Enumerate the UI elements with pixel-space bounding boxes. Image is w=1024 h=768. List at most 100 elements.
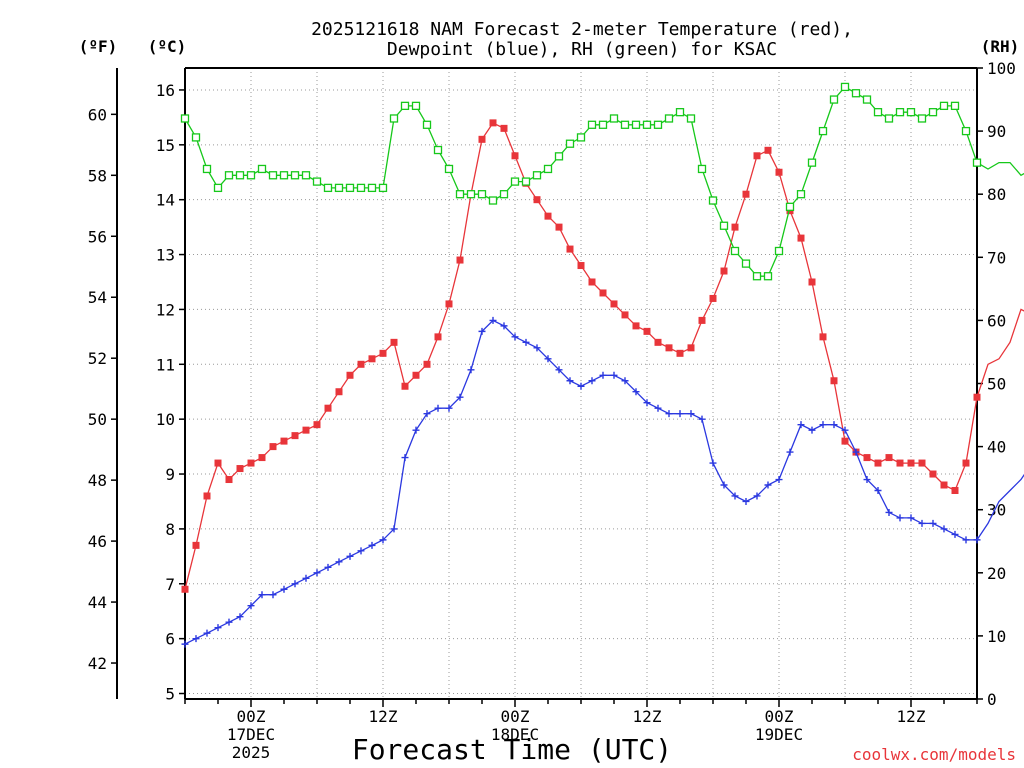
data-point bbox=[697, 164, 707, 174]
data-point bbox=[488, 196, 498, 205]
data-point bbox=[225, 618, 233, 626]
data-point bbox=[434, 404, 442, 412]
data-point bbox=[687, 410, 695, 418]
data-point bbox=[950, 101, 960, 111]
fahrenheit-tick-label: 52 bbox=[88, 349, 107, 368]
data-point bbox=[730, 246, 740, 256]
time-tick-date: 18DEC bbox=[491, 725, 539, 744]
data-point bbox=[698, 316, 706, 324]
fahrenheit-tick-label: 44 bbox=[88, 593, 107, 612]
data-point bbox=[500, 322, 508, 330]
data-point bbox=[544, 212, 552, 220]
data-point bbox=[852, 448, 860, 456]
data-point bbox=[522, 338, 530, 346]
data-point bbox=[962, 536, 970, 544]
data-point bbox=[863, 454, 871, 462]
data-point bbox=[444, 164, 454, 174]
data-point bbox=[752, 272, 762, 281]
data-point bbox=[191, 133, 201, 142]
data-point bbox=[731, 223, 739, 231]
data-point bbox=[258, 454, 266, 462]
rh-tick-label: 50 bbox=[987, 375, 1006, 394]
data-point bbox=[851, 89, 861, 98]
data-point bbox=[357, 360, 365, 368]
rh-tick-label: 100 bbox=[987, 59, 1016, 78]
data-point bbox=[214, 459, 222, 467]
data-point bbox=[973, 536, 981, 544]
data-point bbox=[181, 640, 189, 648]
data-point bbox=[687, 344, 695, 352]
data-point bbox=[445, 404, 453, 412]
rh-tick-label: 40 bbox=[987, 438, 1006, 457]
data-point bbox=[214, 624, 222, 632]
data-point bbox=[390, 338, 398, 346]
data-point bbox=[698, 415, 706, 423]
data-point bbox=[675, 108, 685, 117]
time-tick-label: 00Z bbox=[237, 707, 266, 726]
time-tick-label: 12Z bbox=[897, 707, 926, 726]
site-credit: coolwx.com/models bbox=[852, 745, 1016, 764]
data-point bbox=[576, 133, 586, 142]
data-point bbox=[709, 459, 717, 467]
data-point bbox=[940, 481, 948, 489]
data-point bbox=[511, 152, 519, 160]
celsius-tick-label: 16 bbox=[156, 81, 175, 100]
data-point bbox=[742, 190, 750, 198]
data-point bbox=[808, 278, 816, 286]
data-point bbox=[445, 300, 453, 308]
data-point bbox=[720, 481, 728, 489]
data-point bbox=[521, 177, 531, 186]
data-point bbox=[862, 95, 872, 104]
data-point bbox=[731, 492, 739, 500]
data-point bbox=[642, 120, 652, 129]
data-point bbox=[269, 443, 277, 451]
data-point bbox=[896, 514, 904, 522]
data-point bbox=[180, 114, 190, 123]
data-point bbox=[565, 139, 575, 148]
data-point bbox=[455, 190, 465, 199]
data-point bbox=[533, 196, 541, 204]
celsius-tick-label: 9 bbox=[165, 465, 175, 484]
data-point bbox=[379, 349, 387, 357]
x-axis-label: Forecast Time (UTC) bbox=[352, 733, 672, 766]
data-point bbox=[665, 410, 673, 418]
data-point bbox=[621, 311, 629, 319]
time-tick-label: 12Z bbox=[369, 707, 398, 726]
data-point bbox=[544, 355, 552, 363]
data-point bbox=[896, 459, 904, 467]
data-point bbox=[302, 574, 310, 582]
rh-axis-ticks: 0 10 20 30 40 50 60 70 80 90 100 bbox=[977, 59, 1016, 709]
data-point bbox=[874, 486, 882, 494]
data-point bbox=[819, 333, 827, 341]
data-point bbox=[466, 190, 476, 199]
data-point bbox=[818, 126, 828, 136]
fahrenheit-axis-ticks: 42 44 46 48 50 52 54 56 58 60 bbox=[88, 105, 117, 673]
data-point bbox=[258, 591, 266, 599]
data-point bbox=[742, 497, 750, 505]
data-point bbox=[840, 82, 850, 92]
data-point bbox=[357, 547, 365, 555]
data-point bbox=[346, 552, 354, 560]
fahrenheit-tick-label: 48 bbox=[88, 471, 107, 490]
rh-axis-unit: (RH) bbox=[981, 37, 1020, 56]
fahrenheit-tick-label: 46 bbox=[88, 532, 107, 551]
fahrenheit-tick-label: 58 bbox=[88, 166, 107, 185]
time-tick-label: 12Z bbox=[633, 707, 662, 726]
data-point bbox=[312, 177, 322, 186]
data-point bbox=[500, 124, 508, 132]
data-point bbox=[532, 171, 542, 180]
celsius-tick-label: 6 bbox=[165, 630, 175, 649]
fahrenheit-tick-label: 50 bbox=[88, 410, 107, 429]
data-point bbox=[797, 421, 805, 429]
data-point bbox=[499, 190, 509, 199]
data-point bbox=[224, 171, 234, 180]
celsius-tick-label: 12 bbox=[156, 300, 175, 319]
time-tick-date: 17DEC bbox=[227, 725, 275, 744]
data-point bbox=[610, 300, 618, 308]
data-point bbox=[653, 120, 663, 129]
data-point bbox=[775, 168, 783, 176]
data-point bbox=[643, 327, 651, 335]
data-point bbox=[830, 421, 838, 429]
data-point bbox=[390, 525, 398, 533]
